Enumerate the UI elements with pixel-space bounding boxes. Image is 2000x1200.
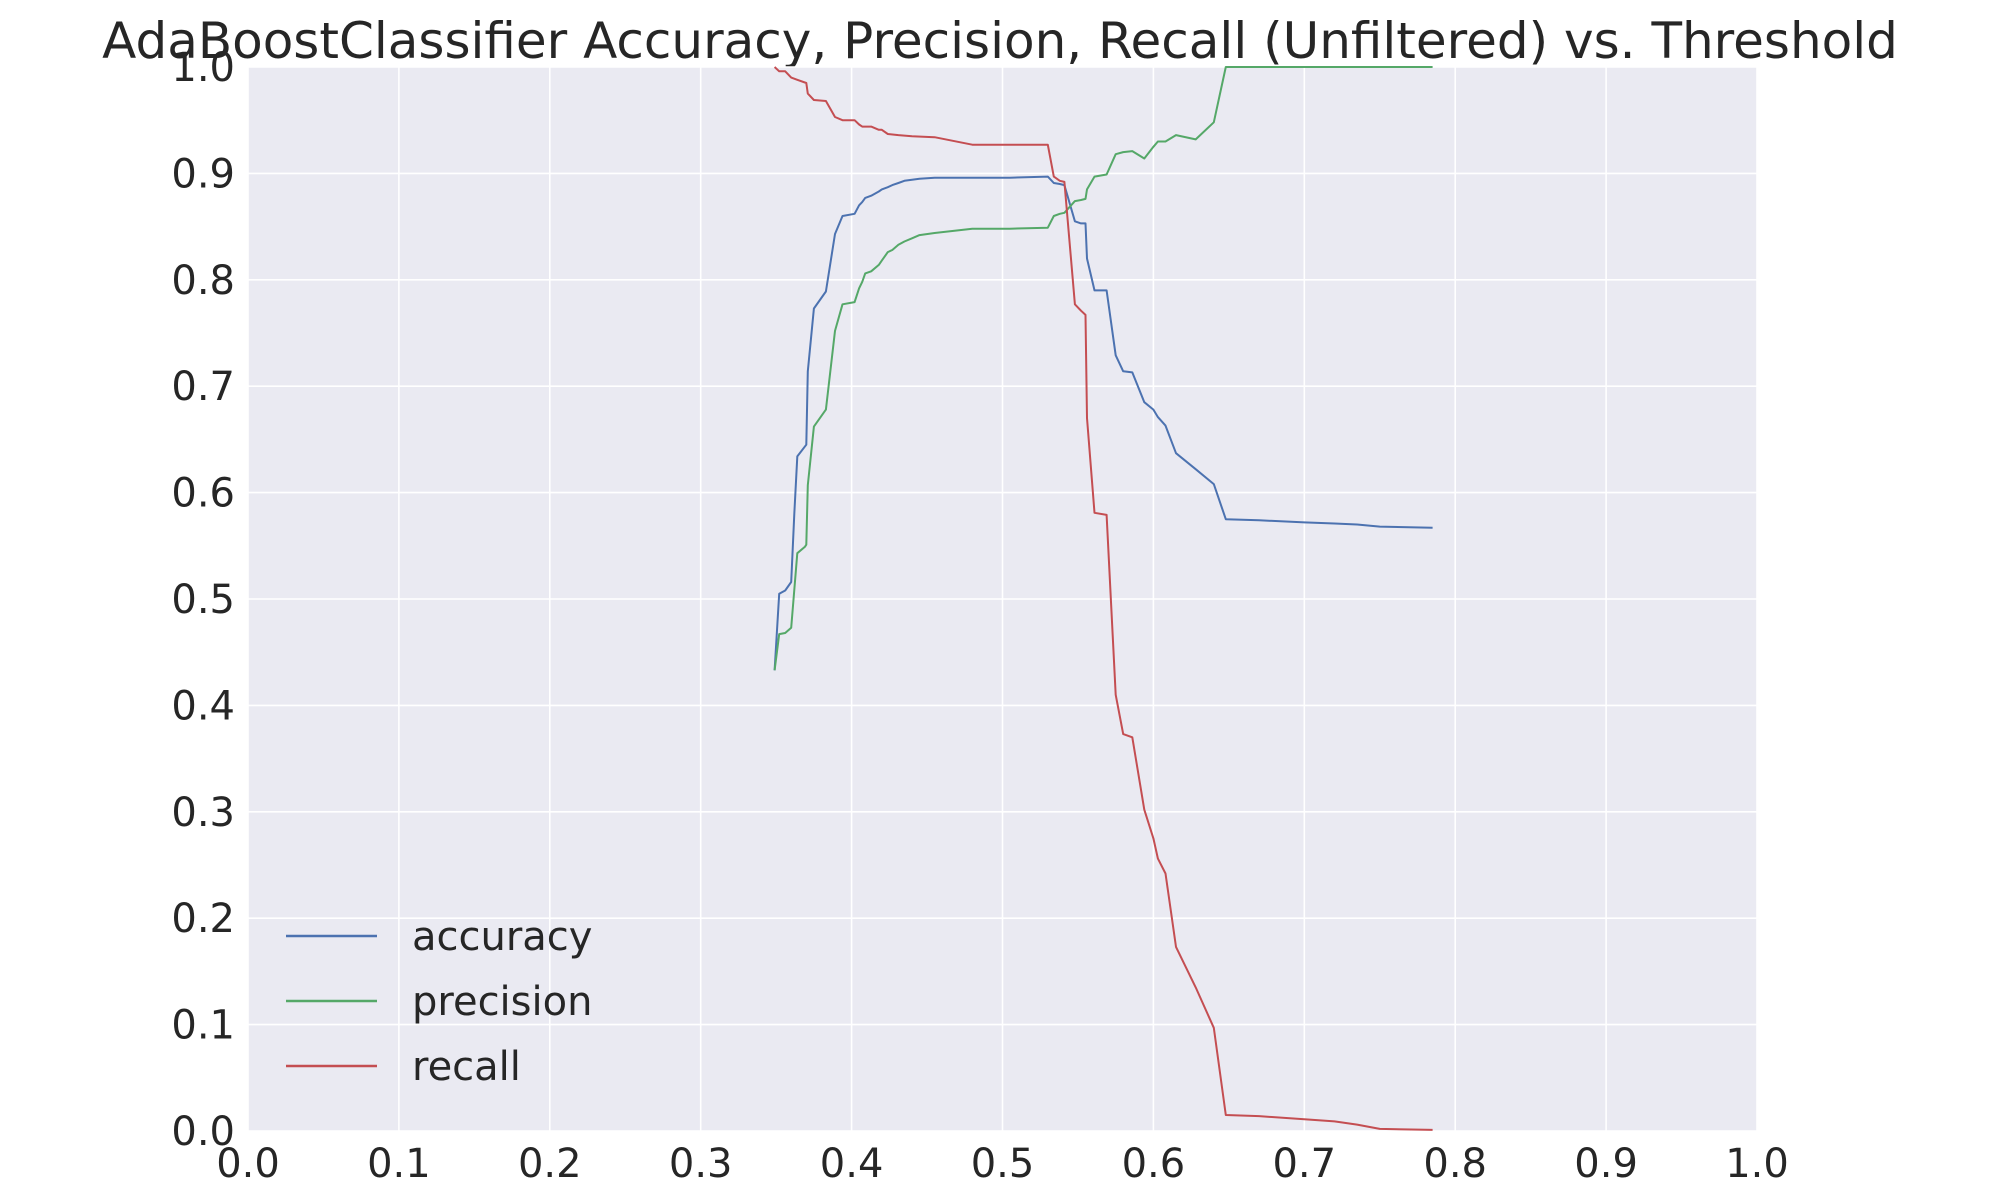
x-tick-label: 0.2 — [518, 1141, 582, 1187]
y-tick-label: 0.0 — [171, 1109, 235, 1155]
x-tick-label: 0.0 — [216, 1141, 280, 1187]
y-tick-label: 0.8 — [171, 258, 235, 304]
y-tick-label: 0.1 — [171, 1003, 235, 1049]
y-tick-label: 1.0 — [171, 45, 235, 91]
x-tick-label: 0.6 — [1122, 1141, 1186, 1187]
x-tick-label: 0.9 — [1574, 1141, 1638, 1187]
y-tick-label: 0.9 — [171, 151, 235, 197]
legend-label: accuracy — [412, 914, 592, 960]
x-tick-label: 1.0 — [1725, 1141, 1789, 1187]
x-tick-label: 0.4 — [820, 1141, 884, 1187]
x-axis-ticks: 0.0 0.1 0.2 0.3 0.4 0.5 0.6 0.7 0.8 0.9 1.0 — [216, 1141, 1789, 1187]
legend-label: recall — [412, 1044, 521, 1090]
chart-title: AdaBoostClassifier Accuracy, Precision, … — [102, 12, 1898, 70]
y-tick-label: 0.4 — [171, 683, 235, 729]
x-tick-label: 0.1 — [367, 1141, 431, 1187]
y-tick-label: 0.2 — [171, 896, 235, 942]
x-tick-label: 0.3 — [669, 1141, 733, 1187]
x-tick-label: 0.7 — [1272, 1141, 1336, 1187]
series-line-precision — [773, 66, 1433, 671]
x-tick-label: 0.5 — [971, 1141, 1035, 1187]
y-tick-label: 0.6 — [171, 471, 235, 517]
y-tick-label: 0.5 — [171, 577, 235, 623]
x-tick-label: 0.8 — [1423, 1141, 1487, 1187]
y-tick-label: 0.7 — [171, 364, 235, 410]
series-layer — [773, 66, 1433, 1131]
series-line-accuracy — [773, 175, 1433, 671]
grid — [247, 66, 1758, 1132]
y-axis-ticks: 0.0 0.1 0.2 0.3 0.4 0.5 0.6 0.7 0.8 0.9 1.0 — [171, 45, 235, 1155]
series-line-recall — [773, 66, 1433, 1131]
legend-label: precision — [412, 979, 592, 1025]
legend: accuracy precision recall — [286, 914, 592, 1090]
y-tick-label: 0.3 — [171, 790, 235, 836]
